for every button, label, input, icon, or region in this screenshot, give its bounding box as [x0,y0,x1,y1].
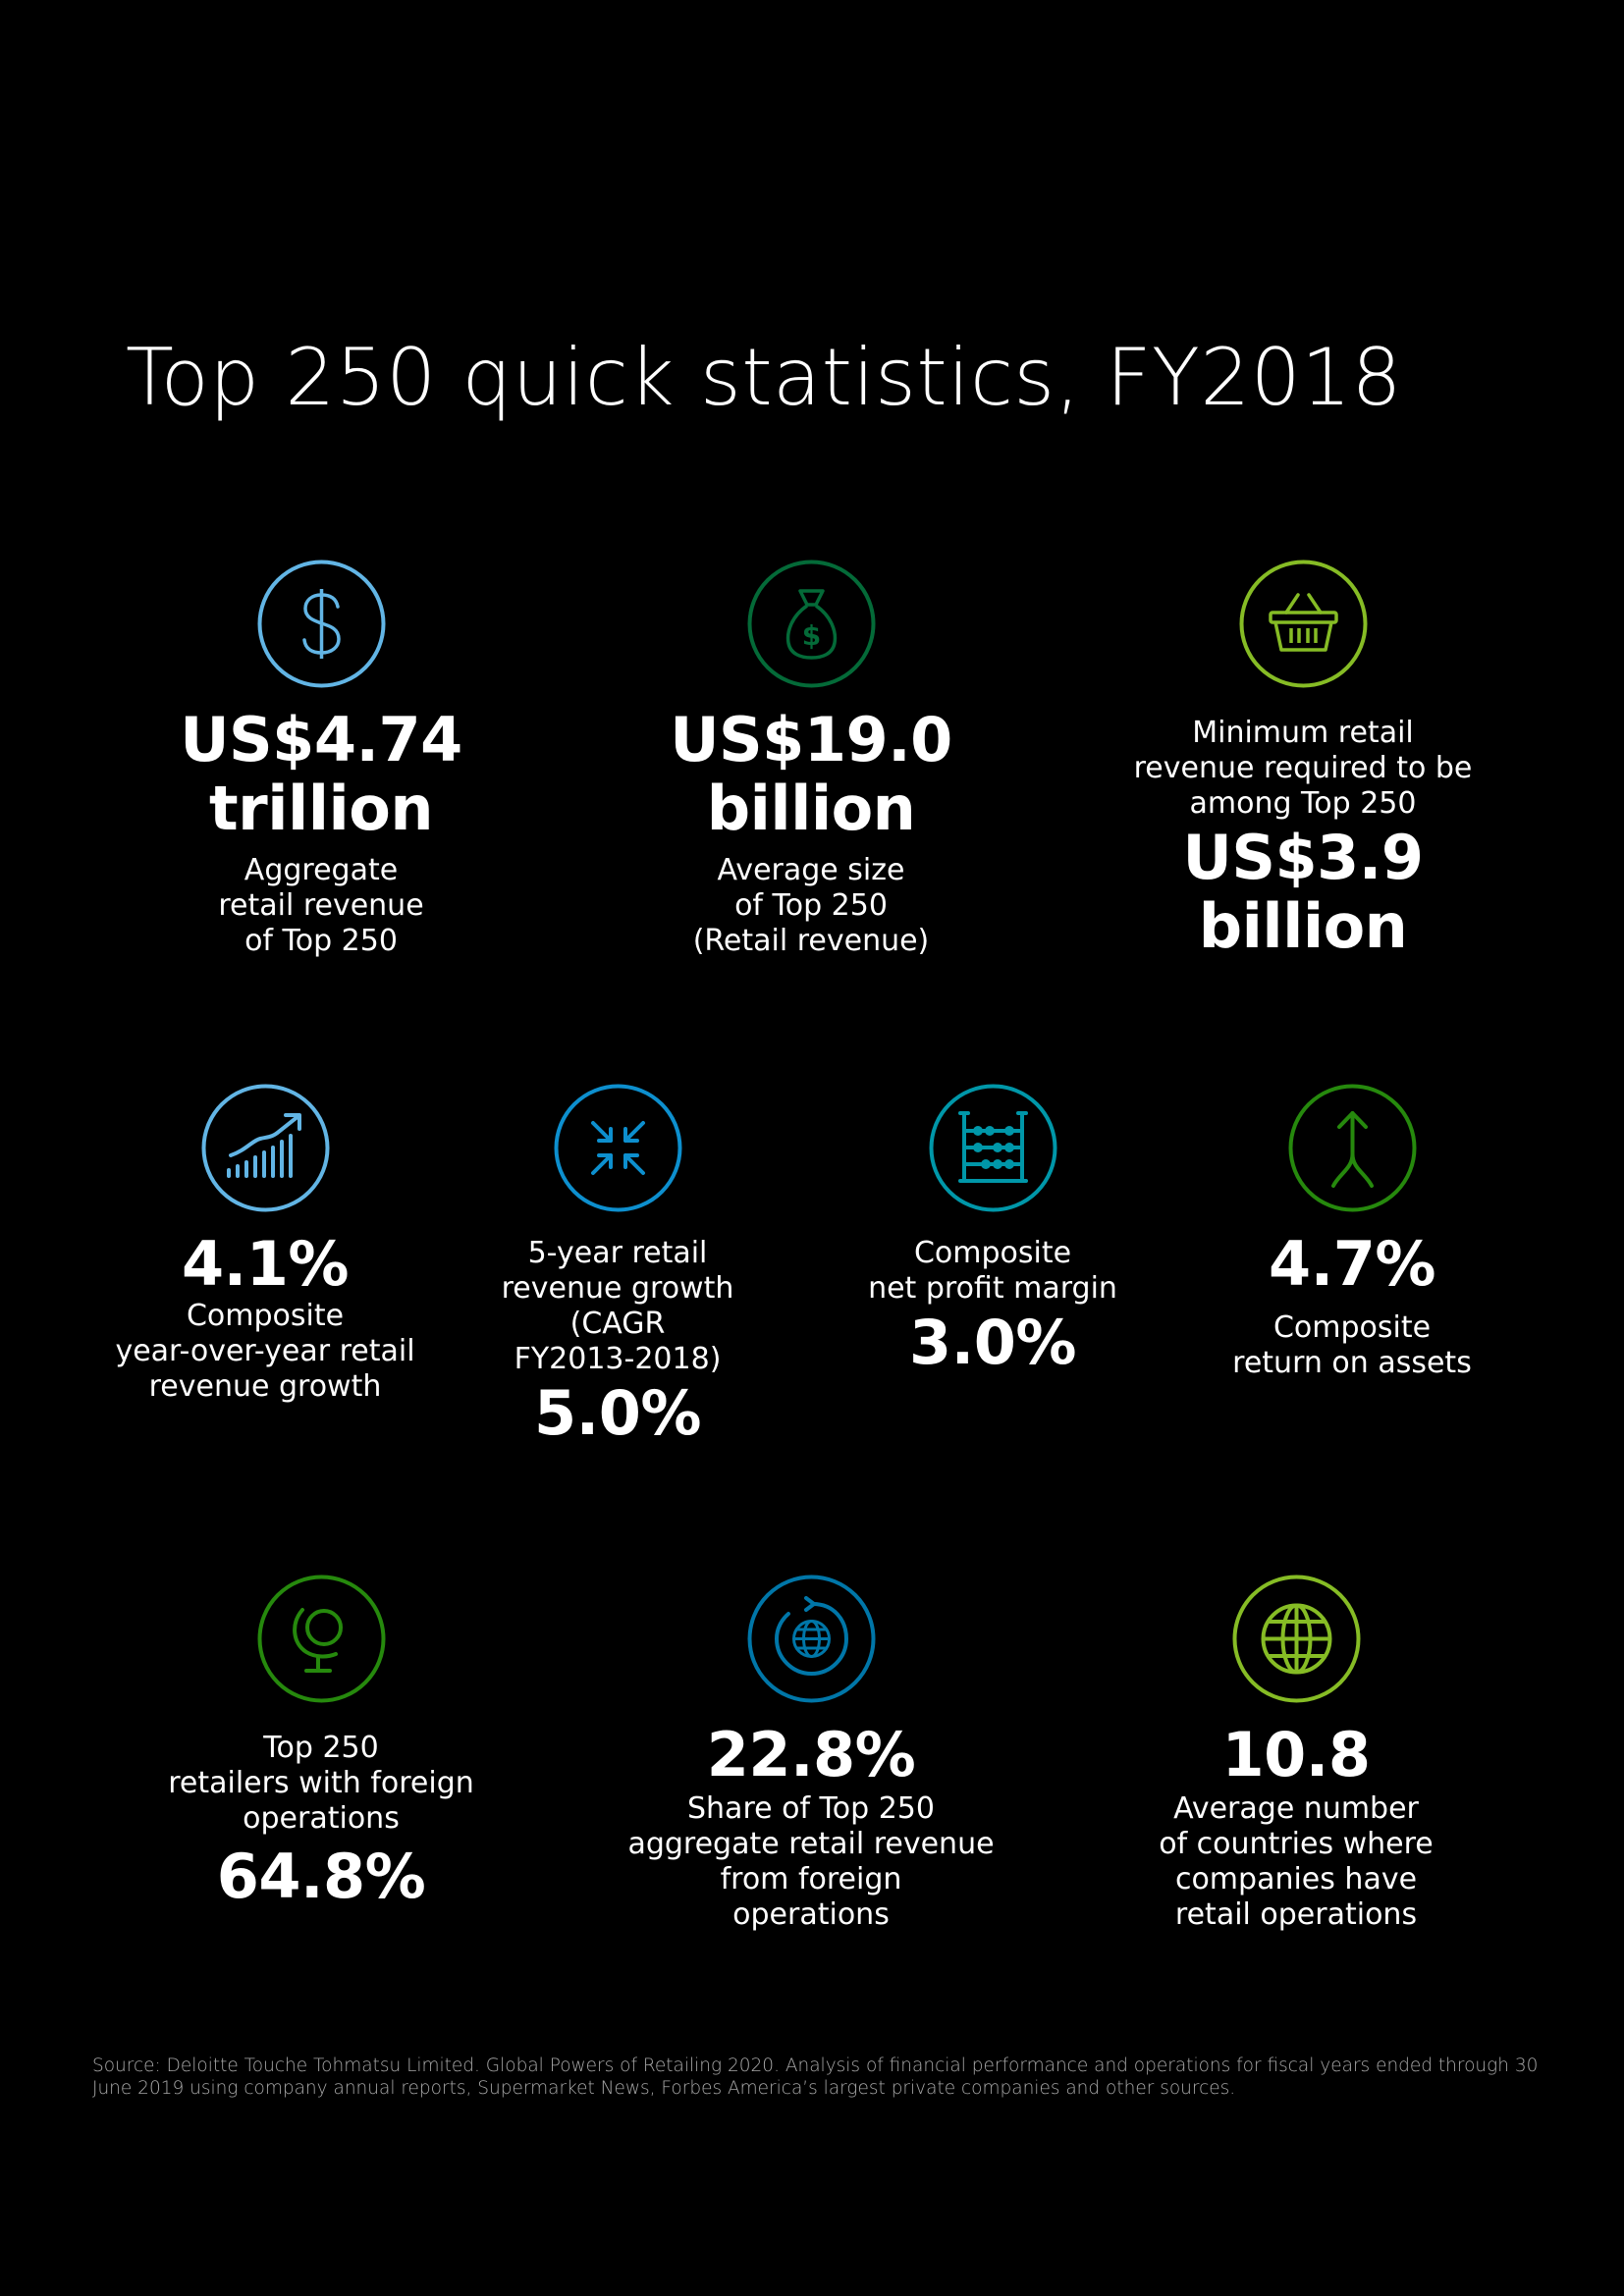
stat-average-countries: 10.8 Average number of countries where c… [1090,1575,1502,1933]
stat-foreign-revenue-share: 22.8% Share of Top 250 aggregate retail … [605,1575,1017,1933]
stat-average-size: $ US$19.0 billion Average size of Top 25… [605,560,1017,959]
stat-description: Minimum retail revenue required to be am… [1133,716,1473,821]
stat-description: Aggregate retail revenue of Top 250 [218,853,424,958]
stat-value: 64.8% [216,1841,426,1912]
stat-aggregate-revenue: US$4.74 trillion Aggregate retail revenu… [115,560,527,959]
stat-value: 3.0% [909,1307,1076,1378]
stat-value: 4.1% [182,1228,349,1300]
stat-value: US$3.9 billion [1182,822,1424,962]
stat-value: 10.8 [1221,1719,1371,1790]
abacus-icon [929,1084,1056,1212]
shopping-basket-icon [1239,560,1367,688]
stat-foreign-operations: Top 250 retailers with foreign operation… [115,1575,527,1911]
dollar-icon [257,560,385,688]
stat-value: 5.0% [534,1377,701,1449]
stat-minimum-revenue: Minimum retail revenue required to be am… [1097,560,1509,961]
rotating-globe-icon [747,1575,875,1703]
money-bag-icon: $ [747,560,875,688]
stat-return-on-assets: 4.7% Composite return on assets [1146,1084,1558,1381]
stat-description: Composite return on assets [1232,1310,1472,1380]
stat-value: US$19.0 billion [670,704,952,844]
stat-value: 22.8% [706,1719,916,1790]
stat-description: Average size of Top 250 (Retail revenue) [692,853,930,958]
stat-yoy-growth: 4.1% Composite year-over-year retail rev… [59,1084,471,1405]
stat-value: US$4.74 trillion [180,704,462,844]
globe-icon [1232,1575,1360,1703]
merging-arrow-icon [1288,1084,1416,1212]
desk-globe-icon [257,1575,385,1703]
stat-net-profit-margin: Composite net profit margin 3.0% [786,1084,1199,1377]
compress-arrows-icon [554,1084,681,1212]
page-title: Top 250 quick statistics, FY2018 [126,332,1402,423]
svg-text:$: $ [801,619,820,652]
stat-description: Composite net profit margin [868,1236,1117,1306]
stat-description: Top 250 retailers with foreign operation… [168,1731,474,1836]
stat-description: Composite year-over-year retail revenue … [115,1299,415,1404]
growth-chart-icon [201,1084,329,1212]
stat-description: 5-year retail revenue growth (CAGR FY201… [501,1236,734,1376]
stat-five-year-growth: 5-year retail revenue growth (CAGR FY201… [411,1084,824,1448]
stat-value: 4.7% [1269,1228,1435,1300]
source-note: Source: Deloitte Touche Tohmatsu Limited… [92,2056,1539,2099]
stat-description: Share of Top 250 aggregate retail revenu… [627,1791,995,1932]
stat-description: Average number of countries where compan… [1159,1791,1434,1932]
